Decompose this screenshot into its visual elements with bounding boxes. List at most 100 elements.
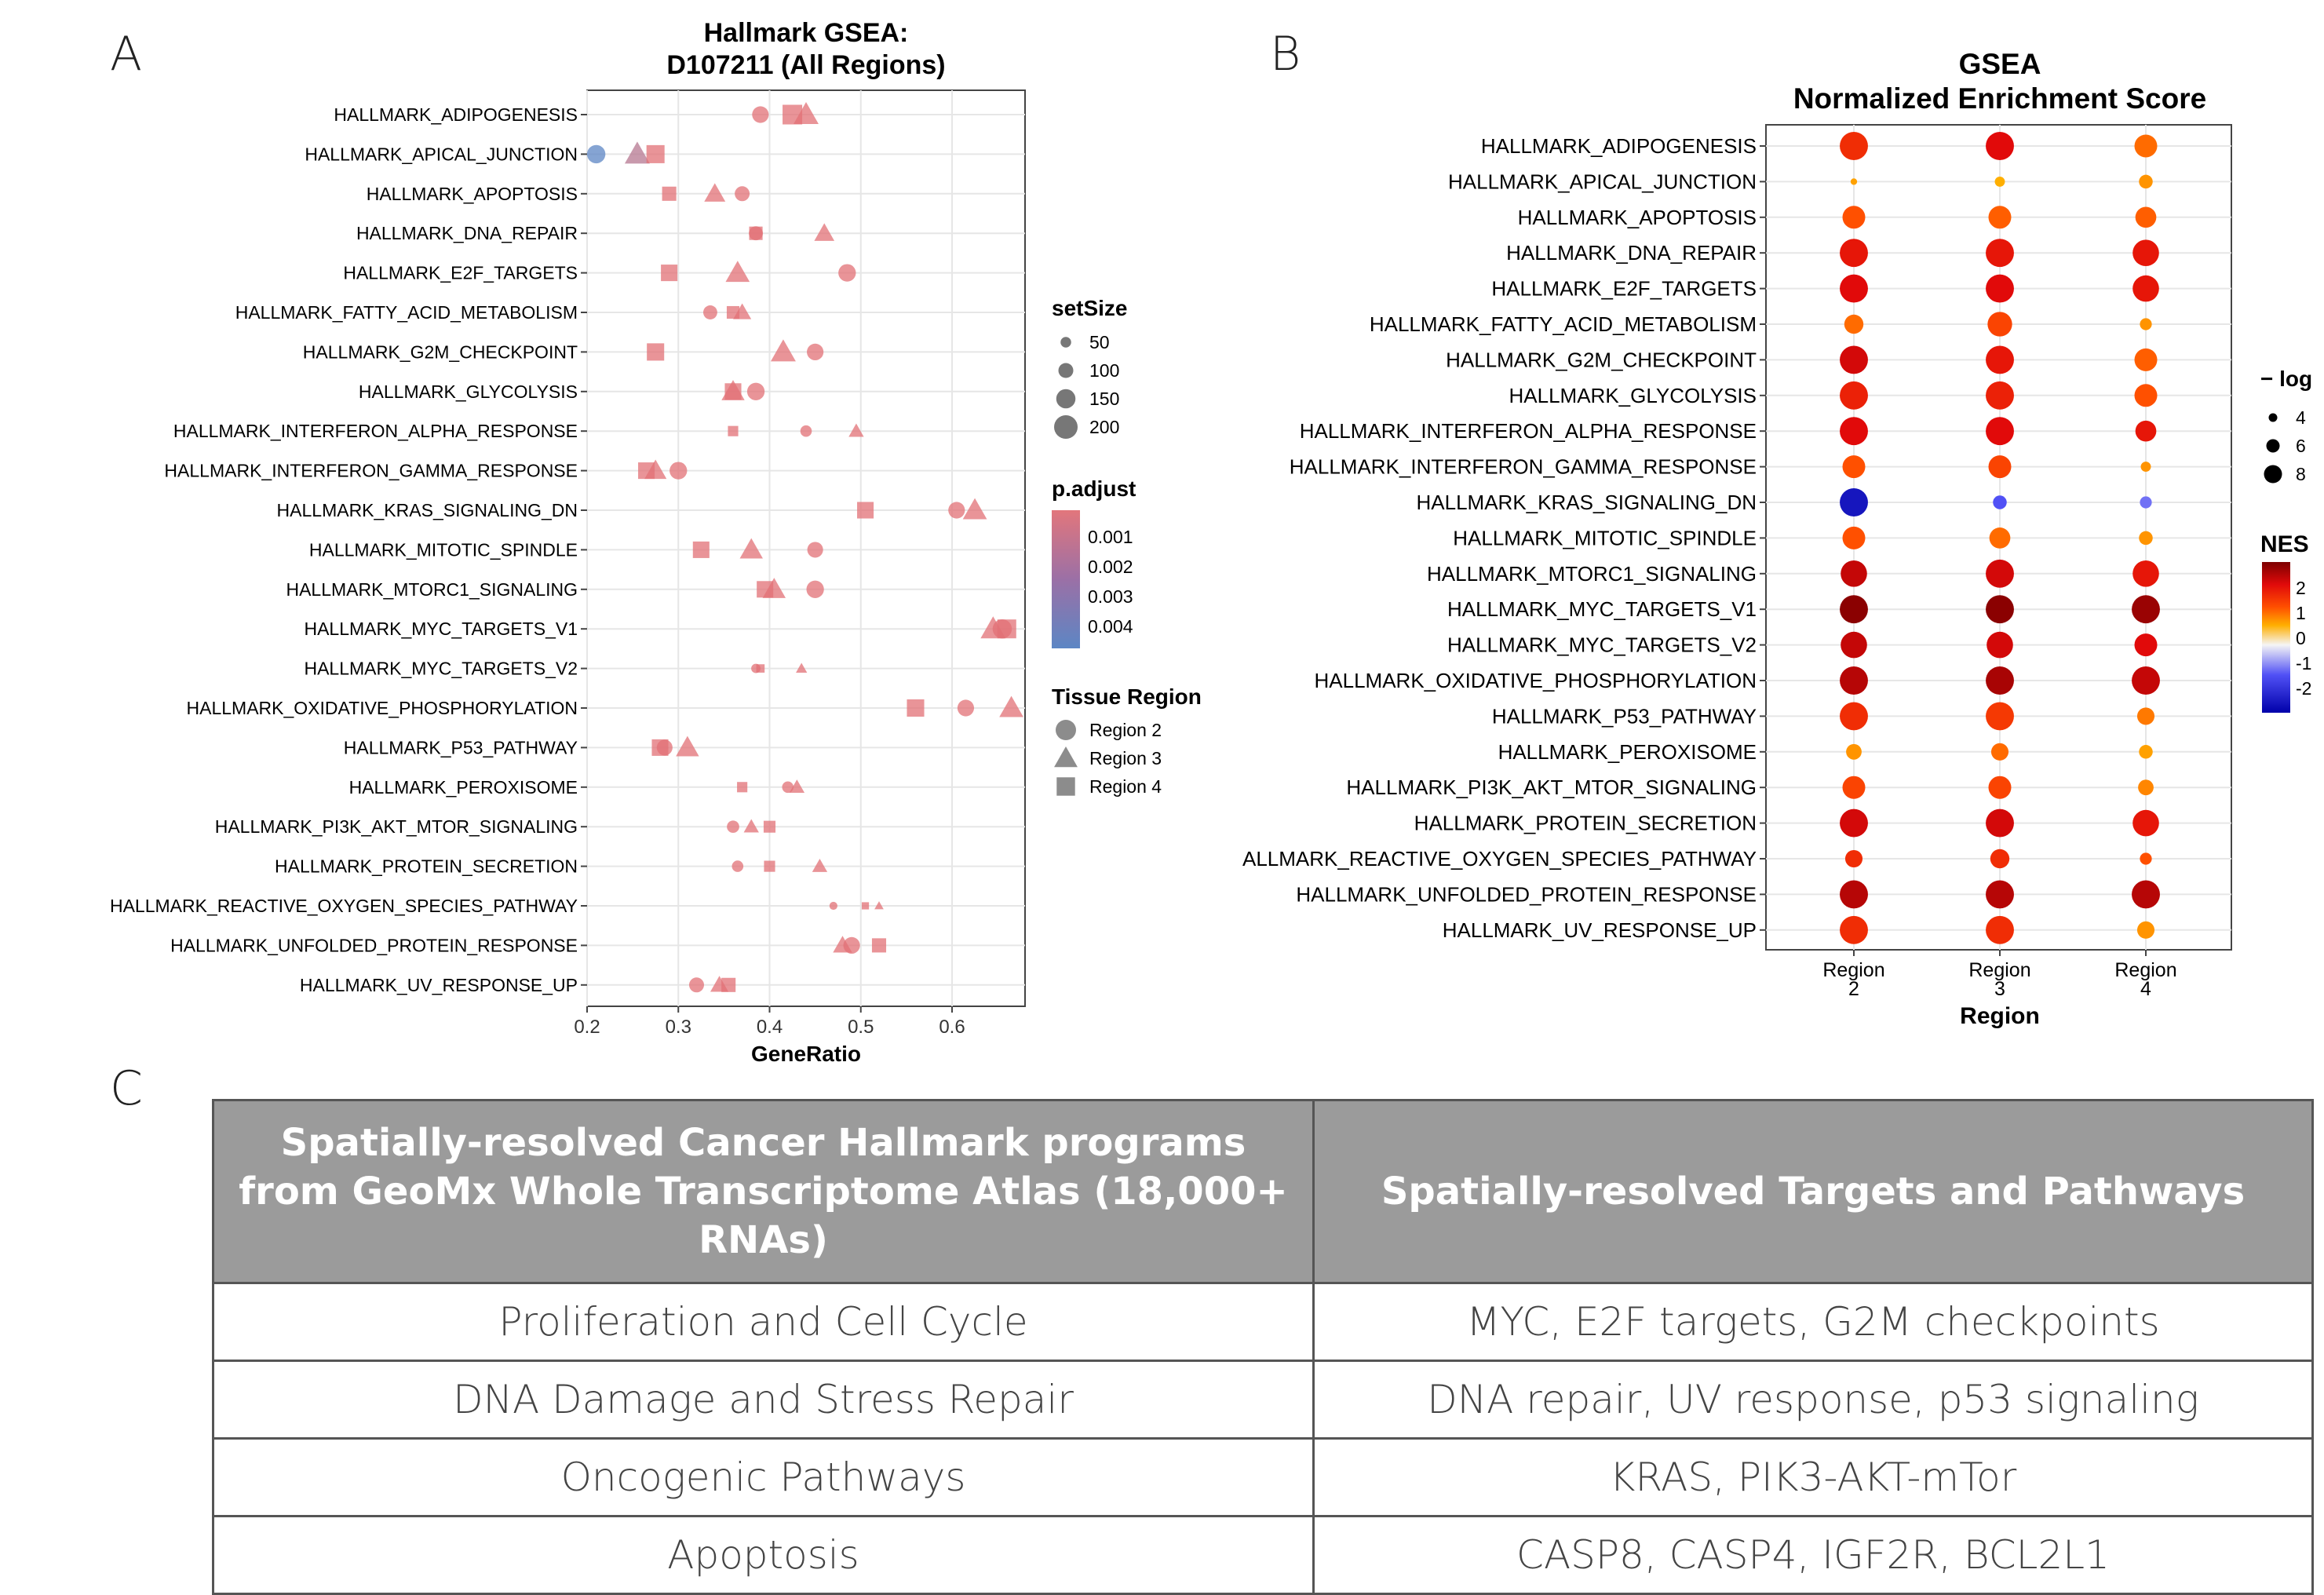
- legend-size-label: 8: [2296, 464, 2306, 484]
- legend-size-label: 4: [2296, 407, 2306, 428]
- data-point: [2134, 134, 2158, 158]
- legend-setsize-label: 50: [1089, 332, 1110, 352]
- legend-nes-label: 2: [2296, 578, 2306, 598]
- table-header-programs: Spatially-resolved Cancer Hallmark progr…: [212, 1099, 1315, 1284]
- table-row: Apoptosis CASP8, CASP4, IGF2R, BCL2L1: [212, 1515, 2314, 1595]
- y-tick-label: HALLMARK_PI3K_AKT_MTOR_SIGNALING: [215, 816, 578, 837]
- y-tick-label: HALLMARK_OXIDATIVE_PHOSPHORYLATION: [187, 698, 578, 718]
- legend-setsize-label: 200: [1089, 417, 1119, 437]
- y-tick-label: HALLMARK_INTERFERON_GAMMA_RESPONSE: [1290, 455, 1757, 479]
- data-point: [1987, 312, 2012, 337]
- x-tick-label: 0.6: [939, 1016, 965, 1038]
- y-tick-label: HALLMARK_PROTEIN_SECRETION: [1414, 812, 1757, 835]
- panel-label-c: C: [110, 1061, 143, 1116]
- y-tick-label: HALLMARK_ADIPOGENESIS: [1481, 134, 1757, 158]
- data-point: [2139, 745, 2153, 759]
- data-point: [692, 541, 710, 558]
- data-point: [807, 343, 824, 360]
- x-tick-label: Region 2: [1822, 959, 1884, 1000]
- y-tick-label: HALLMARK_G2M_CHECKPOINT: [303, 341, 578, 362]
- legend-size-key: [2266, 439, 2280, 453]
- legend-region-label: Region 2: [1089, 720, 1162, 740]
- data-point: [2140, 852, 2152, 865]
- legend-padjust-label: 0.004: [1088, 616, 1133, 637]
- data-point: [1990, 743, 2009, 761]
- plot-area: [586, 89, 1026, 1007]
- legend-region-key: [1054, 746, 1078, 768]
- data-point: [1986, 559, 2014, 588]
- y-tick-label: HALLMARK_PROTEIN_SECRETION: [275, 856, 578, 877]
- legend-size-key: [2264, 465, 2282, 484]
- data-point: [1988, 206, 2012, 229]
- data-point: [807, 542, 823, 558]
- legend-setsize-key: [1058, 363, 1074, 378]
- y-tick-label: HALLMARK_MITOTIC_SPINDLE: [1453, 526, 1757, 549]
- data-point: [829, 901, 837, 911]
- data-point: [1840, 381, 1868, 410]
- data-point: [676, 735, 699, 757]
- data-point: [861, 902, 870, 910]
- legend-size-label: 6: [2296, 436, 2306, 456]
- data-point: [1986, 595, 2014, 624]
- table-cell-program: Proliferation and Cell Cycle: [212, 1282, 1315, 1362]
- data-point: [2132, 666, 2160, 695]
- data-point: [764, 860, 775, 872]
- data-point: [646, 144, 665, 163]
- data-point: [1994, 176, 2005, 187]
- data-point: [874, 901, 884, 910]
- y-tick-label: HALLMARK_ADIPOGENESIS: [334, 104, 578, 125]
- y-tick-label: HALLMARK_INTERFERON_ALPHA_RESPONSE: [173, 421, 578, 441]
- data-point: [725, 261, 750, 283]
- data-point: [2139, 174, 2153, 189]
- y-tick-label: HALLMARK_MYC_TARGETS_V1: [304, 619, 578, 639]
- table-cell-targets: MYC, E2F targets, G2M checkpoints: [1312, 1282, 2314, 1362]
- data-point: [651, 739, 669, 756]
- panel-label-b: B: [1270, 27, 1301, 82]
- data-point: [2135, 206, 2157, 228]
- data-point: [689, 977, 704, 993]
- data-point: [999, 695, 1023, 717]
- data-point: [2140, 318, 2152, 330]
- data-point: [857, 502, 874, 519]
- x-axis-label: Region: [1960, 1003, 2040, 1029]
- data-point: [586, 144, 606, 164]
- data-point: [1840, 132, 1868, 160]
- data-point: [1988, 455, 2012, 479]
- legend-setsize-label: 150: [1089, 389, 1119, 409]
- data-point: [1986, 702, 2014, 731]
- data-point: [907, 699, 925, 717]
- data-point: [1986, 880, 2014, 909]
- data-point: [2132, 809, 2159, 837]
- data-point: [1840, 274, 1868, 303]
- data-point: [661, 265, 678, 282]
- y-tick-label: HALLMARK_DNA_REPAIR: [356, 223, 578, 243]
- y-tick-label: HALLMARK_UV_RESPONSE_UP: [1443, 918, 1757, 942]
- table-header-targets: Spatially-resolved Targets and Pathways: [1312, 1099, 2314, 1284]
- y-tick-label: HALLMARK_MTORC1_SIGNALING: [286, 579, 578, 600]
- y-tick-label: HALLMARK_INTERFERON_GAMMA_RESPONSE: [164, 461, 578, 481]
- data-point: [1987, 631, 2013, 659]
- y-tick-label: HALLMARK_DNA_REPAIR: [1506, 241, 1757, 265]
- data-point: [2132, 880, 2160, 909]
- data-point: [1840, 488, 1868, 516]
- y-tick-label: HALLMARK_GLYCOLYSIS: [1509, 384, 1757, 407]
- y-tick-label: HALLMARK_PEROXISOME: [349, 777, 578, 798]
- legend-region-key: [1056, 777, 1075, 796]
- data-point: [1986, 666, 2014, 695]
- table-row: Oncogenic Pathways KRAS, PIK3-AKT-mTor: [212, 1437, 2314, 1517]
- data-point: [770, 339, 796, 362]
- y-tick-label: HALLMARK_MITOTIC_SPINDLE: [309, 539, 578, 560]
- legend-setsize-key: [1060, 337, 1071, 348]
- data-point: [1842, 526, 1866, 549]
- data-point: [1840, 808, 1868, 838]
- data-point: [2134, 348, 2158, 371]
- chart-title: GSEA: [1959, 48, 2041, 80]
- data-point: [752, 106, 769, 123]
- data-point: [2140, 496, 2152, 509]
- data-point: [2132, 275, 2159, 302]
- y-tick-label: HALLMARK_UNFOLDED_PROTEIN_RESPONSE: [170, 935, 578, 955]
- data-point: [948, 502, 965, 519]
- legend-nes-label: -1: [2296, 653, 2311, 673]
- legend-setsize-title: setSize: [1052, 296, 1128, 320]
- data-point: [1840, 702, 1868, 731]
